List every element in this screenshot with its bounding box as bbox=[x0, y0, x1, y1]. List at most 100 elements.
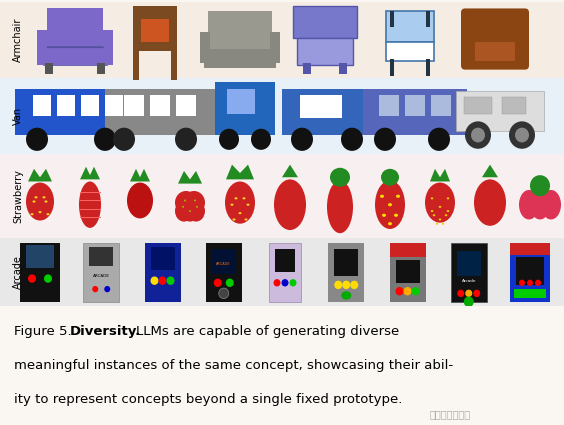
Bar bbox=[204, 48, 276, 68]
Ellipse shape bbox=[341, 291, 351, 300]
Ellipse shape bbox=[515, 128, 529, 142]
Ellipse shape bbox=[381, 169, 399, 186]
Ellipse shape bbox=[380, 195, 384, 198]
Polygon shape bbox=[430, 169, 450, 181]
Bar bbox=[269, 243, 301, 302]
Bar bbox=[282, 89, 378, 135]
Ellipse shape bbox=[225, 181, 255, 224]
Circle shape bbox=[519, 280, 525, 286]
Bar bbox=[426, 59, 430, 76]
Circle shape bbox=[44, 275, 52, 283]
Circle shape bbox=[527, 280, 533, 286]
Ellipse shape bbox=[445, 214, 447, 216]
Ellipse shape bbox=[530, 175, 550, 196]
Ellipse shape bbox=[251, 129, 271, 150]
Ellipse shape bbox=[45, 201, 47, 203]
Bar bbox=[83, 243, 119, 302]
Bar bbox=[0, 154, 564, 238]
Bar bbox=[89, 247, 113, 266]
Ellipse shape bbox=[189, 210, 191, 212]
Bar bbox=[176, 95, 196, 116]
Ellipse shape bbox=[30, 213, 33, 215]
Bar bbox=[379, 95, 399, 116]
Ellipse shape bbox=[394, 214, 398, 217]
Ellipse shape bbox=[442, 223, 444, 225]
Ellipse shape bbox=[425, 183, 455, 223]
Ellipse shape bbox=[439, 206, 441, 208]
Circle shape bbox=[28, 275, 36, 283]
Ellipse shape bbox=[235, 197, 237, 199]
Circle shape bbox=[289, 279, 297, 286]
Circle shape bbox=[219, 288, 229, 299]
Circle shape bbox=[92, 286, 98, 292]
Bar bbox=[510, 243, 550, 302]
Text: Arcade: Arcade bbox=[13, 255, 23, 289]
Text: ity to represent concepts beyond a single fixed prototype.: ity to represent concepts beyond a singl… bbox=[14, 393, 402, 406]
Ellipse shape bbox=[232, 218, 236, 221]
Bar bbox=[47, 8, 103, 48]
Text: Armchair: Armchair bbox=[13, 18, 23, 62]
Bar bbox=[502, 97, 526, 114]
Bar bbox=[20, 243, 60, 302]
Bar bbox=[171, 51, 177, 80]
Ellipse shape bbox=[243, 197, 245, 199]
Bar bbox=[105, 95, 123, 116]
Bar bbox=[334, 249, 358, 276]
Bar bbox=[227, 89, 255, 114]
Circle shape bbox=[465, 290, 472, 297]
Bar bbox=[426, 11, 430, 28]
Circle shape bbox=[464, 297, 474, 307]
Text: LLMs are capable of generating diverse: LLMs are capable of generating diverse bbox=[136, 325, 399, 338]
Ellipse shape bbox=[530, 190, 550, 219]
Bar bbox=[0, 78, 564, 154]
Bar bbox=[521, 31, 527, 61]
Text: meaningful instances of the same concept, showcasing their abil-: meaningful instances of the same concept… bbox=[14, 359, 453, 372]
Circle shape bbox=[166, 276, 174, 285]
Ellipse shape bbox=[239, 212, 241, 214]
Ellipse shape bbox=[42, 196, 46, 198]
Bar bbox=[431, 95, 451, 116]
Bar bbox=[328, 243, 364, 302]
Ellipse shape bbox=[182, 206, 184, 208]
Bar bbox=[293, 6, 357, 38]
Polygon shape bbox=[80, 167, 100, 179]
Ellipse shape bbox=[184, 199, 186, 201]
Text: ARCADE: ARCADE bbox=[92, 275, 110, 278]
Bar bbox=[212, 249, 236, 275]
Ellipse shape bbox=[396, 195, 400, 198]
Bar bbox=[386, 11, 434, 42]
Bar bbox=[390, 11, 394, 28]
Ellipse shape bbox=[113, 128, 135, 151]
Ellipse shape bbox=[246, 204, 249, 206]
Bar bbox=[57, 95, 75, 116]
Bar bbox=[215, 82, 275, 135]
Ellipse shape bbox=[274, 179, 306, 230]
Ellipse shape bbox=[33, 201, 36, 203]
Polygon shape bbox=[28, 169, 52, 181]
Circle shape bbox=[350, 280, 358, 289]
Bar bbox=[390, 59, 394, 76]
Ellipse shape bbox=[94, 128, 116, 151]
Circle shape bbox=[226, 278, 233, 287]
Ellipse shape bbox=[509, 122, 535, 149]
Bar bbox=[33, 95, 51, 116]
Ellipse shape bbox=[79, 181, 101, 228]
Ellipse shape bbox=[175, 191, 197, 214]
Ellipse shape bbox=[34, 196, 37, 198]
Circle shape bbox=[104, 286, 110, 292]
Bar bbox=[206, 243, 242, 302]
Bar bbox=[405, 95, 425, 116]
Ellipse shape bbox=[26, 128, 48, 151]
Polygon shape bbox=[130, 169, 150, 181]
Text: Arcade: Arcade bbox=[461, 279, 476, 283]
Bar bbox=[15, 89, 135, 135]
Bar bbox=[43, 46, 107, 65]
Bar bbox=[37, 30, 47, 65]
Bar bbox=[475, 42, 515, 61]
Bar bbox=[0, 238, 564, 306]
Ellipse shape bbox=[431, 210, 433, 212]
Bar bbox=[26, 245, 54, 268]
Ellipse shape bbox=[180, 192, 200, 221]
Ellipse shape bbox=[231, 204, 233, 206]
Bar bbox=[464, 97, 492, 114]
